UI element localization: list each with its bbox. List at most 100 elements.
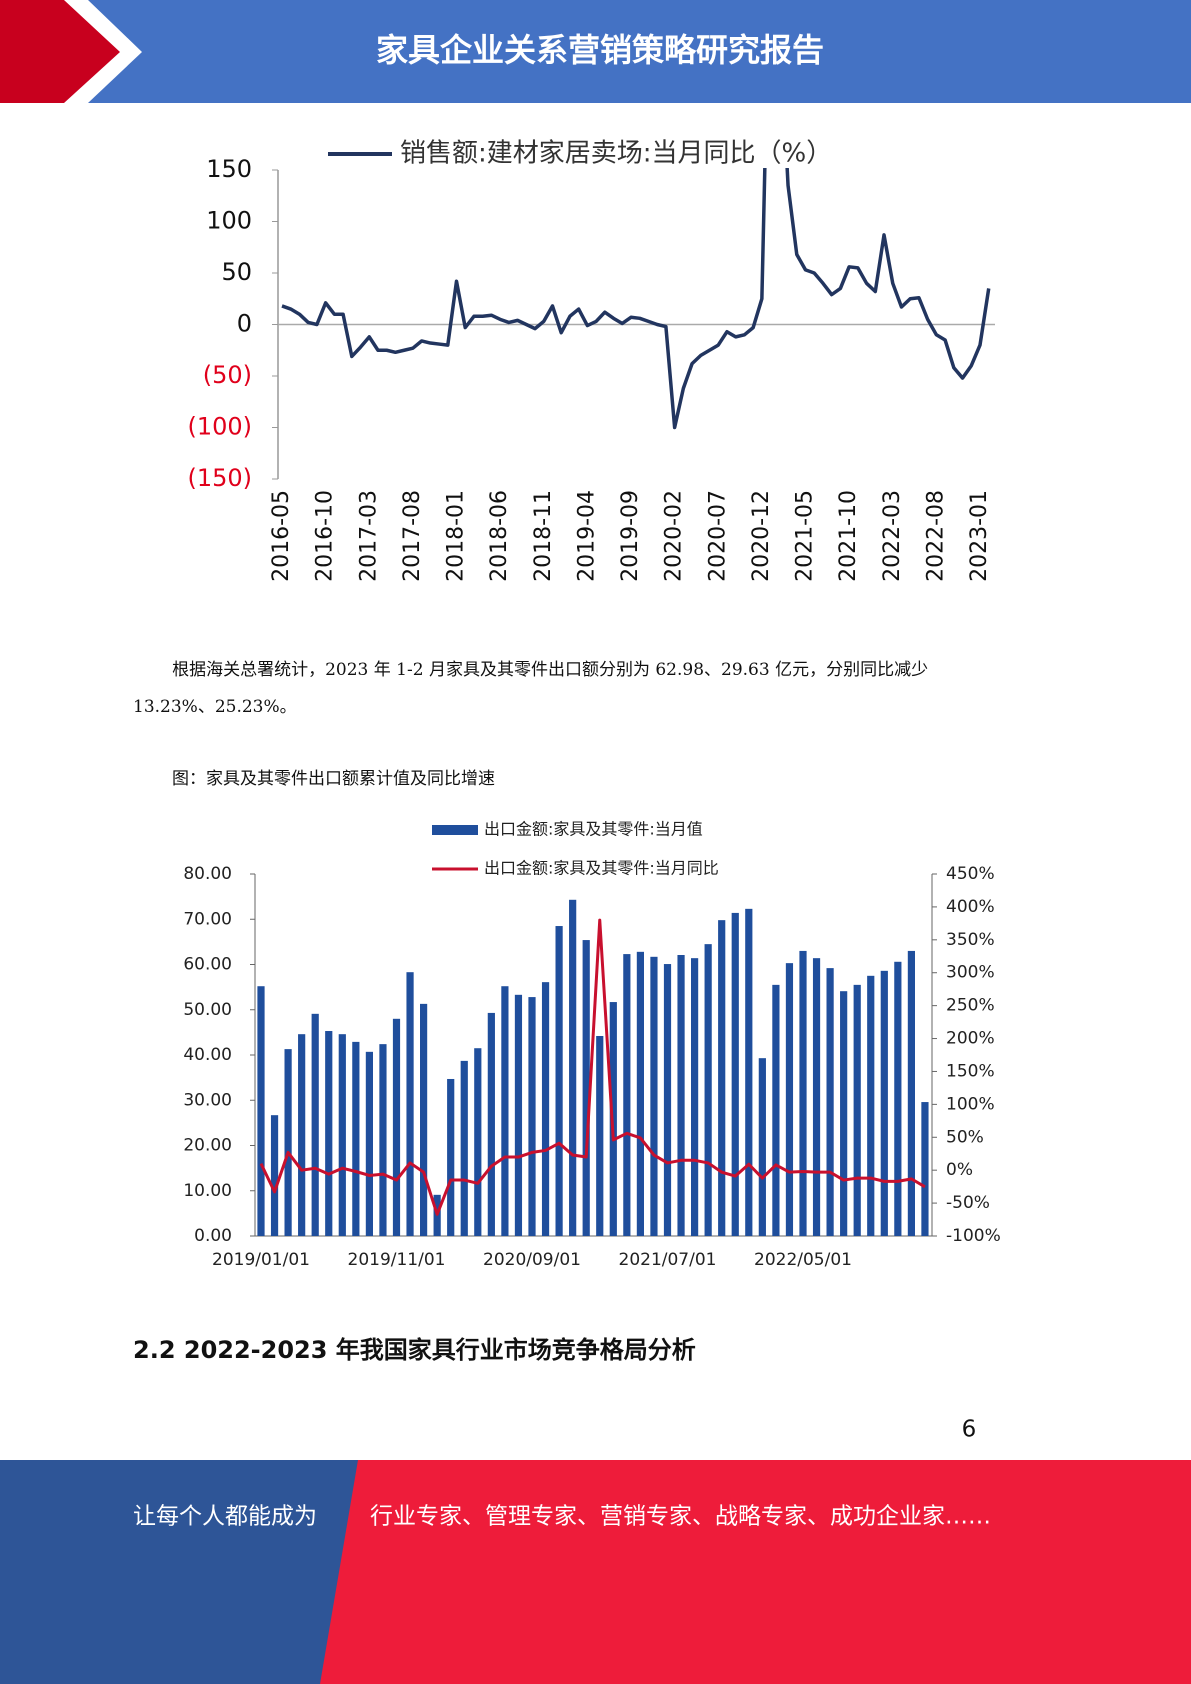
- x-tick-label: 2021-05: [793, 490, 818, 582]
- x-tick-label: 2022-08: [923, 490, 948, 582]
- y-tick-label: 100: [206, 207, 252, 235]
- bar: [718, 920, 726, 1236]
- page-number: 6: [962, 1417, 977, 1443]
- line-series: [281, 168, 991, 430]
- bar: [840, 991, 848, 1236]
- x-tick-label: 2018-01: [444, 490, 469, 582]
- bar: [812, 958, 821, 1236]
- x-tick-label: 2023-01: [967, 490, 992, 582]
- y-tick-label: (100): [187, 413, 252, 441]
- y2-tick-label: 150%: [946, 1061, 995, 1081]
- bar: [392, 1018, 401, 1236]
- figure-caption: 图：家具及其零件出口额累计值及同比增速: [172, 769, 495, 789]
- bar: [677, 954, 685, 1236]
- x-tick-label: 2020-02: [662, 490, 687, 582]
- y2-tick-label: 350%: [946, 930, 995, 950]
- x-tick-label: 2017-08: [400, 490, 425, 582]
- bar: [907, 950, 915, 1236]
- bar: [298, 1034, 306, 1236]
- line-series: [259, 918, 926, 1216]
- y-tick-label: 40.00: [183, 1045, 232, 1065]
- y-tick-label: 50.00: [183, 1000, 232, 1020]
- bar: [636, 951, 644, 1236]
- y2-tick-label: 400%: [946, 897, 995, 917]
- x-tick-label: 2017-03: [356, 490, 381, 582]
- x-tick-label: 2022/05/01: [754, 1250, 852, 1270]
- bar: [826, 968, 834, 1236]
- footer-red: [320, 1460, 1191, 1684]
- legend-swatch: [432, 825, 478, 835]
- bar: [745, 908, 753, 1236]
- bar: [623, 954, 631, 1236]
- header-title: 家具企业关系营销策略研究报告: [376, 31, 824, 69]
- x-tick-label: 2020-07: [705, 490, 730, 582]
- x-tick-label: 2019/01/01: [212, 1250, 310, 1270]
- bar: [528, 997, 536, 1236]
- bar: [555, 926, 563, 1236]
- y-tick-label: 0.00: [194, 1226, 232, 1246]
- bar: [569, 899, 577, 1236]
- y-tick-label: 30.00: [183, 1090, 232, 1110]
- y2-tick-label: 200%: [946, 1029, 995, 1049]
- bar: [541, 982, 550, 1236]
- bar: [311, 1013, 319, 1236]
- y-tick-label: 60.00: [183, 955, 232, 975]
- bar: [894, 961, 902, 1236]
- bar: [487, 1012, 495, 1236]
- bar: [704, 944, 712, 1236]
- bar: [650, 956, 658, 1236]
- bar: [379, 1044, 387, 1236]
- header-band: [0, 0, 1191, 103]
- bar: [582, 940, 590, 1236]
- bar: [460, 1060, 468, 1236]
- x-tick-label: 2018-06: [487, 490, 512, 582]
- y-tick-label: 150: [206, 155, 252, 183]
- bar: [501, 986, 509, 1236]
- footer-left: 让每个人都能成为: [133, 1504, 317, 1530]
- x-tick-label: 2018-11: [531, 490, 556, 582]
- y-tick-label: 80.00: [183, 864, 232, 884]
- header-chevron: [0, 0, 120, 103]
- y2-tick-label: 100%: [946, 1094, 995, 1114]
- x-tick-label: 2019/11/01: [348, 1250, 446, 1270]
- paragraph: 根据海关总署统计，2023 年 1-2 月家具及其零件出口额分别为 62.98、…: [133, 660, 929, 717]
- y-tick-label: 20.00: [183, 1136, 232, 1156]
- y-tick-label: 10.00: [183, 1181, 232, 1201]
- bar: [447, 1078, 455, 1236]
- bar: [270, 1115, 279, 1236]
- bar: [921, 1102, 929, 1236]
- x-tick-label: 2020/09/01: [483, 1250, 581, 1270]
- x-tick-label: 2016-10: [313, 490, 338, 582]
- bar: [352, 1041, 360, 1236]
- y-tick-label: 70.00: [183, 909, 232, 929]
- bar: [663, 964, 672, 1236]
- bar: [772, 984, 780, 1236]
- bar: [799, 950, 807, 1236]
- y-tick-label: (50): [203, 361, 252, 389]
- y-tick-label: (150): [187, 464, 252, 492]
- legend-label: 出口金额:家具及其零件:当月同比: [484, 859, 719, 878]
- y2-tick-label: 300%: [946, 963, 995, 983]
- legend-label: 销售额:建材家居卖场:当月同比（%）: [400, 139, 832, 169]
- bar: [731, 912, 739, 1236]
- bar: [596, 1035, 604, 1236]
- y2-tick-label: 50%: [946, 1127, 984, 1147]
- bar: [867, 975, 875, 1236]
- bar: [785, 963, 794, 1236]
- x-tick-label: 2022-03: [880, 490, 905, 582]
- bar: [338, 1034, 346, 1236]
- legend-label: 出口金额:家具及其零件:当月值: [484, 820, 703, 839]
- section-heading: 2.2 2022-2023 年我国家具行业市场竞争格局分析: [133, 1336, 696, 1364]
- x-tick-label: 2020-12: [749, 490, 774, 582]
- bar: [420, 1003, 428, 1236]
- y-tick-label: 0: [237, 310, 252, 338]
- bar: [365, 1051, 373, 1236]
- bar: [474, 1048, 482, 1236]
- bar: [284, 1049, 292, 1236]
- y2-tick-label: -50%: [946, 1193, 990, 1213]
- bar: [257, 986, 265, 1236]
- y2-tick-label: 0%: [946, 1160, 973, 1180]
- y2-tick-label: -100%: [946, 1226, 1001, 1246]
